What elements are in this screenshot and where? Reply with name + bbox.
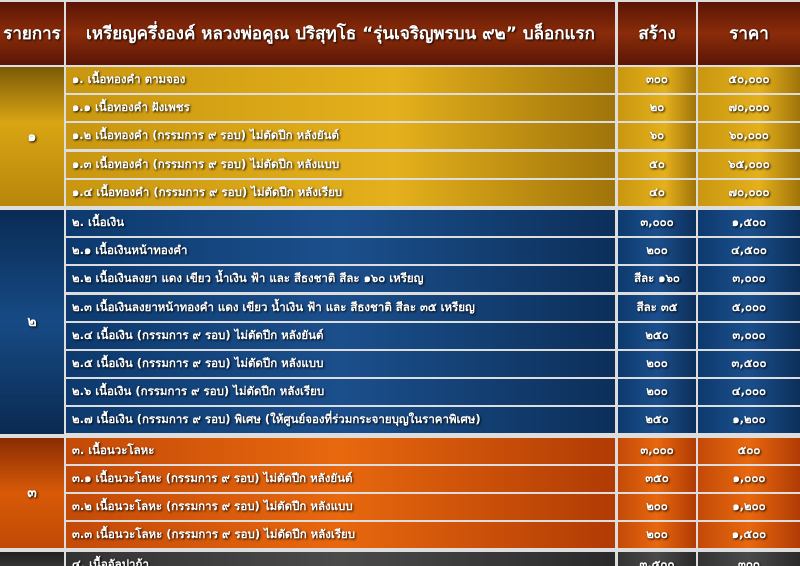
created-count: ๒๐ (618, 95, 696, 122)
created-count: สีละ ๑๖๐ (618, 266, 696, 293)
price: ๖๐,๐๐๐ (698, 123, 800, 150)
item-name: ๔. เนื้ออัลปาก้า (66, 552, 615, 566)
price: ๔,๕๐๐ (698, 238, 800, 265)
table-row: ๒.๕ เนื้อเงิน (กรรมการ ๙ รอบ) ไม่ตัดปีก … (66, 351, 800, 377)
header-price-column: ราคา (698, 2, 800, 65)
item-name: ๓.๓ เนื้อนวะโลหะ (กรรมการ ๙ รอบ) ไม่ตัดป… (66, 522, 615, 549)
item-name: ๒.๗ เนื้อเงิน (กรรมการ ๙ รอบ) พิเศษ (ให้… (66, 407, 615, 434)
price: ๓๐๐ (698, 552, 800, 566)
created-count: ๓,๐๐๐ (618, 210, 696, 236)
created-count: ๓๐๐ (618, 67, 696, 93)
table-row: ๒.๗ เนื้อเงิน (กรรมการ ๙ รอบ) พิเศษ (ให้… (66, 407, 800, 434)
created-count: ๓๕๐ (618, 465, 696, 492)
created-count: ๓,๐๐๐ (618, 437, 696, 464)
created-count: ๒๐๐ (618, 238, 696, 265)
item-name: ๒.๕ เนื้อเงิน (กรรมการ ๙ รอบ) ไม่ตัดปีก … (66, 351, 615, 377)
created-count: ๒๐๐ (618, 379, 696, 406)
table-row: ๓.๓ เนื้อนวะโลหะ (กรรมการ ๙ รอบ) ไม่ตัดป… (66, 522, 800, 549)
table-row: ๓.๑ เนื้อนวะโลหะ (กรรมการ ๙ รอบ) ไม่ตัดป… (66, 465, 800, 492)
price: ๗๐,๐๐๐ (698, 179, 800, 206)
price: ๕๐๐ (698, 437, 800, 464)
created-count: ๓,๕๐๐ (618, 552, 696, 566)
table-row: ๒. เนื้อเงิน ๓,๐๐๐ ๑,๕๐๐ (66, 210, 800, 236)
table-row: ๓.๒ เนื้อนวะโลหะ (กรรมการ ๙ รอบ) ไม่ตัดป… (66, 494, 800, 520)
item-name: ๑. เนื้อทองคำ ตามจอง (66, 67, 615, 93)
price: ๖๕,๐๐๐ (698, 151, 800, 178)
created-count: ๒๐๐ (618, 522, 696, 549)
item-name: ๒.๖ เนื้อเงิน (กรรมการ ๙ รอบ) ไม่ตัดปีก … (66, 379, 615, 406)
price: ๑,๒๐๐ (698, 407, 800, 434)
price: ๑,๐๐๐ (698, 465, 800, 492)
price: ๑,๕๐๐ (698, 522, 800, 549)
price: ๓,๐๐๐ (698, 266, 800, 293)
item-name: ๒.๒ เนื้อเงินลงยา แดง เขียว น้ำเงิน ฟ้า … (66, 266, 615, 293)
price: ๗๐,๐๐๐ (698, 95, 800, 122)
table-row: ๑.๓ เนื้อทองคำ (กรรมการ ๙ รอบ) ไม่ตัดปีก… (66, 151, 800, 178)
price: ๑,๕๐๐ (698, 210, 800, 236)
price: ๔,๐๐๐ (698, 379, 800, 406)
price: ๓,๐๐๐ (698, 322, 800, 349)
created-count: ๒๐๐ (618, 494, 696, 520)
item-name: ๒.๔ เนื้อเงิน (กรรมการ ๙ รอบ) ไม่ตัดปีก … (66, 322, 615, 349)
header-created-column: สร้าง (618, 2, 696, 65)
table-row: ๒.๖ เนื้อเงิน (กรรมการ ๙ รอบ) ไม่ตัดปีก … (66, 379, 800, 406)
header-item-column: รายการ (0, 2, 64, 65)
created-count: ๒๕๐ (618, 322, 696, 349)
category-cell: ๒ (0, 210, 64, 434)
table-row: ๒.๓ เนื้อเงินลงยาหน้าทองคำ แดง เขียว น้ำ… (66, 294, 800, 321)
table-row: ๒.๔ เนื้อเงิน (กรรมการ ๙ รอบ) ไม่ตัดปีก … (66, 322, 800, 349)
created-count: ๔๐ (618, 179, 696, 206)
table-row: ๓. เนื้อนวะโลหะ ๓,๐๐๐ ๕๐๐ (66, 437, 800, 464)
created-count: ๕๐ (618, 151, 696, 178)
item-name: ๓. เนื้อนวะโลหะ (66, 437, 615, 464)
created-count: ๒๕๐ (618, 407, 696, 434)
price: ๕,๐๐๐ (698, 294, 800, 321)
table-row: ๔. เนื้ออัลปาก้า ๓,๕๐๐ ๓๐๐ (66, 552, 800, 566)
price: ๑,๒๐๐ (698, 494, 800, 520)
category-cell: ๑ (0, 67, 64, 206)
item-name: ๓.๑ เนื้อนวะโลหะ (กรรมการ ๙ รอบ) ไม่ตัดป… (66, 465, 615, 492)
item-name: ๒. เนื้อเงิน (66, 210, 615, 236)
table-row: ๑.๑ เนื้อทองคำ ฝังเพชร ๒๐ ๗๐,๐๐๐ (66, 95, 800, 122)
price: ๓,๕๐๐ (698, 351, 800, 377)
item-name: ๑.๑ เนื้อทองคำ ฝังเพชร (66, 95, 615, 122)
table-row: ๑. เนื้อทองคำ ตามจอง ๓๐๐ ๕๐,๐๐๐ (66, 67, 800, 93)
item-name: ๑.๔ เนื้อทองคำ (กรรมการ ๙ รอบ) ไม่ตัดปีก… (66, 179, 615, 206)
created-count: ๖๐ (618, 123, 696, 150)
item-name: ๑.๒ เนื้อทองคำ (กรรมการ ๙ รอบ) ไม่ตัดปีก… (66, 123, 615, 150)
table-row: ๒.๑ เนื้อเงินหน้าทองคำ ๒๐๐ ๔,๕๐๐ (66, 238, 800, 265)
price: ๕๐,๐๐๐ (698, 67, 800, 93)
table-row: ๑.๔ เนื้อทองคำ (กรรมการ ๙ รอบ) ไม่ตัดปีก… (66, 179, 800, 206)
table-row: ๑.๒ เนื้อทองคำ (กรรมการ ๙ รอบ) ไม่ตัดปีก… (66, 123, 800, 150)
item-name: ๒.๓ เนื้อเงินลงยาหน้าทองคำ แดง เขียว น้ำ… (66, 294, 615, 321)
item-name: ๒.๑ เนื้อเงินหน้าทองคำ (66, 238, 615, 265)
created-count: ๒๐๐ (618, 351, 696, 377)
category-cell (0, 552, 64, 566)
created-count: สีละ ๓๕ (618, 294, 696, 321)
category-cell: ๓ (0, 437, 64, 549)
item-name: ๑.๓ เนื้อทองคำ (กรรมการ ๙ รอบ) ไม่ตัดปีก… (66, 151, 615, 178)
table-title: เหรียญครึ่งองค์ หลวงพ่อคูณ ปริสุทฺโธ “รุ… (66, 2, 615, 65)
table-row: ๒.๒ เนื้อเงินลงยา แดง เขียว น้ำเงิน ฟ้า … (66, 266, 800, 293)
item-name: ๓.๒ เนื้อนวะโลหะ (กรรมการ ๙ รอบ) ไม่ตัดป… (66, 494, 615, 520)
